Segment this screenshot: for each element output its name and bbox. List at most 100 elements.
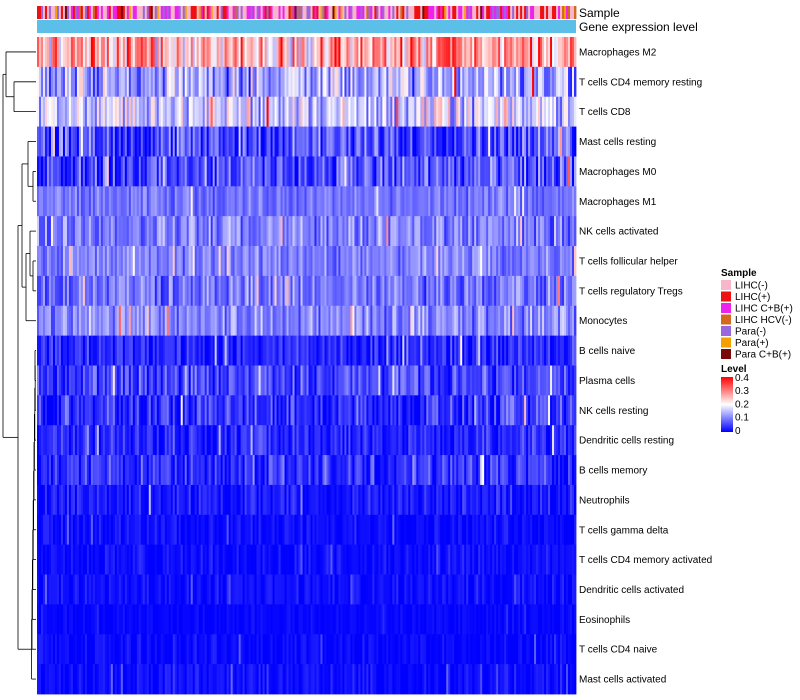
heatmap-cell [172, 514, 176, 546]
heatmap-cell [46, 365, 50, 396]
heatmap-cell [462, 275, 465, 307]
heatmap-cell [482, 96, 485, 127]
heatmap-cell [306, 246, 309, 277]
heatmap-cell [254, 96, 257, 127]
heatmap-cell [186, 305, 190, 337]
heatmap-cell [52, 455, 56, 486]
heatmap-cell [172, 365, 176, 396]
heatmap-cell [108, 156, 112, 187]
heatmap-cell [356, 186, 359, 217]
heatmap-cell [568, 37, 571, 68]
heatmap-cell [70, 96, 74, 127]
heatmap-cell [64, 66, 68, 98]
heatmap-cell [418, 216, 421, 247]
heatmap-cell [362, 335, 365, 366]
heatmap-cell [312, 514, 315, 546]
heatmap-cell [74, 216, 78, 247]
heatmap-cell [396, 37, 399, 68]
heatmap-cell [412, 246, 415, 277]
sample-annotation-cell [128, 6, 132, 19]
heatmap-cell [568, 156, 571, 187]
heatmap-cell [344, 126, 347, 157]
heatmap-cell [352, 484, 355, 516]
heatmap-cell [80, 216, 84, 247]
heatmap-cell [44, 126, 48, 157]
heatmap-cell [78, 425, 82, 456]
heatmap-cell [248, 484, 252, 516]
sample-annotation-cell [450, 6, 453, 19]
heatmap-cell [94, 425, 98, 456]
heatmap-cell [52, 484, 56, 516]
heatmap-cell [324, 365, 327, 396]
heatmap-cell [526, 335, 529, 366]
heatmap-cell [48, 365, 52, 396]
heatmap-cell [148, 246, 152, 277]
heatmap-cell [238, 126, 242, 157]
heatmap-cell [572, 156, 575, 187]
heatmap-cell [436, 96, 439, 127]
heatmap-cell [408, 484, 411, 516]
heatmap-cell [164, 425, 168, 456]
sample-annotation-cell [106, 6, 110, 19]
heatmap-cell [298, 156, 301, 187]
heatmap-cell [74, 544, 78, 575]
heatmap-cell [138, 37, 142, 68]
heatmap-cell [56, 275, 60, 307]
heatmap-cell [394, 126, 397, 157]
heatmap-cell [230, 335, 234, 366]
heatmap-cell [176, 186, 180, 217]
heatmap-cell [316, 66, 319, 98]
heatmap-cell [120, 335, 124, 366]
heatmap-cell [406, 37, 409, 68]
heatmap-cell [120, 365, 124, 396]
heatmap-cell [42, 395, 46, 426]
heatmap-cell [284, 246, 287, 277]
heatmap-cell [498, 186, 501, 217]
heatmap-cell [476, 425, 479, 456]
heatmap-cell [256, 365, 259, 396]
heatmap-cell [150, 156, 154, 187]
heatmap-cell [270, 126, 273, 157]
heatmap-cell [504, 395, 507, 426]
heatmap-cell [54, 275, 58, 307]
heatmap-cell [458, 66, 461, 98]
heatmap-cell [214, 186, 218, 217]
heatmap-cell [202, 216, 206, 247]
heatmap-cell [352, 514, 355, 546]
heatmap-cell [466, 186, 469, 217]
heatmap-cell [458, 305, 461, 337]
heatmap-cell [130, 186, 134, 217]
heatmap-cell [120, 96, 124, 127]
heatmap-cell [108, 395, 112, 426]
heatmap-cell [524, 96, 527, 127]
heatmap-cell [400, 484, 403, 516]
heatmap-cell [94, 365, 98, 396]
heatmap-cell [278, 425, 281, 456]
heatmap-cell [300, 66, 303, 98]
heatmap-cell [560, 126, 563, 157]
heatmap-cell [338, 96, 341, 127]
heatmap-cell [380, 425, 383, 456]
heatmap-cell [116, 425, 120, 456]
heatmap-cell [542, 514, 545, 546]
heatmap-cell [318, 126, 321, 157]
heatmap-cell [132, 335, 136, 366]
heatmap-cell [126, 514, 130, 546]
heatmap-cell [548, 126, 551, 157]
heatmap-cell [170, 186, 174, 217]
heatmap-cell [234, 275, 238, 307]
heatmap-cell [334, 37, 337, 68]
heatmap-cell [488, 425, 491, 456]
heatmap-cell [550, 484, 553, 516]
heatmap-cell [86, 335, 90, 366]
heatmap-cell [46, 186, 50, 217]
heatmap-cell [128, 216, 132, 247]
heatmap-cell [162, 455, 166, 486]
heatmap-cell [210, 186, 214, 217]
heatmap-cell [366, 66, 369, 98]
heatmap-cell [216, 37, 220, 68]
heatmap-cell [78, 96, 82, 127]
heatmap-cell [500, 395, 503, 426]
heatmap-cell [90, 186, 94, 217]
heatmap-cell [76, 305, 80, 337]
